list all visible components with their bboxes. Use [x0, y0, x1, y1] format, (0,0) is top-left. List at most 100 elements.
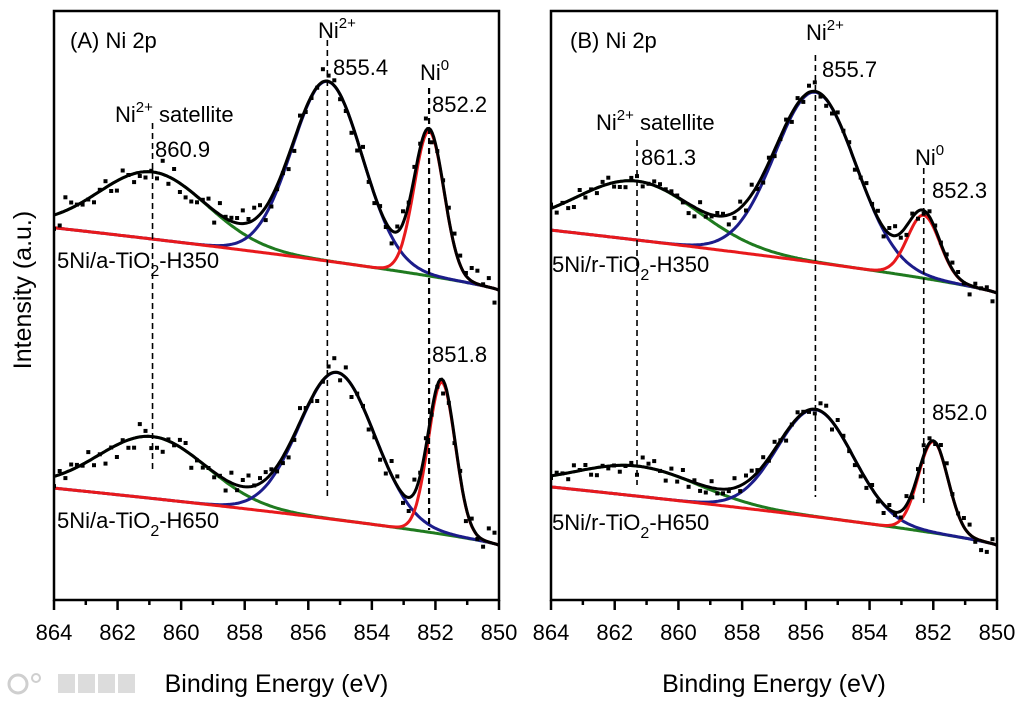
peak-position-label: 852.2: [432, 92, 487, 117]
x-tick-label: 858: [226, 620, 263, 645]
data-point: [686, 484, 691, 489]
fit-envelope: [54, 79, 499, 292]
data-point: [904, 494, 909, 499]
data-point: [984, 549, 989, 554]
data-point: [149, 446, 154, 451]
x-tick-label: 860: [660, 620, 697, 645]
data-point: [852, 463, 857, 468]
data-point: [967, 292, 972, 297]
x-tick-label: 856: [787, 620, 824, 645]
x-axis-label: Binding Energy (eV): [662, 670, 886, 698]
data-point: [973, 281, 978, 286]
data-point: [240, 208, 245, 213]
data-point: [927, 209, 932, 214]
data-point: [973, 539, 978, 544]
data-point: [332, 78, 337, 83]
data-point: [784, 117, 789, 122]
data-point: [898, 515, 903, 520]
data-point: [69, 200, 74, 205]
data-point: [944, 461, 949, 466]
data-point: [749, 468, 754, 473]
data-point: [830, 111, 834, 116]
data-point: [594, 473, 599, 478]
data-point: [235, 216, 240, 220]
data-point: [755, 468, 760, 473]
data-point: [726, 489, 731, 494]
data-point: [315, 399, 320, 403]
x-tick-label: 860: [163, 620, 200, 645]
data-point: [950, 260, 955, 265]
data-point: [155, 176, 159, 181]
data-point: [910, 495, 915, 500]
data-point: [366, 427, 371, 432]
species-label: Ni2+: [318, 15, 356, 43]
data-point: [423, 116, 428, 121]
data-point: [223, 488, 228, 493]
data-point: [766, 155, 771, 160]
data-point: [761, 180, 766, 185]
data-point: [212, 475, 217, 480]
data-point: [738, 489, 743, 494]
peak-position-label: 852.0: [932, 400, 987, 425]
data-point: [183, 195, 188, 200]
data-point: [830, 427, 834, 432]
data-point: [984, 285, 989, 290]
fit-envelope: [54, 370, 499, 547]
data-point: [927, 436, 932, 441]
data-point: [114, 455, 119, 459]
data-point: [463, 271, 468, 275]
data-point: [755, 186, 760, 191]
data-point: [343, 365, 348, 370]
data-point: [63, 476, 68, 481]
x-tick-label: 856: [290, 620, 327, 645]
data-point: [240, 478, 245, 482]
x-tick-label: 852: [915, 620, 952, 645]
data-point: [401, 209, 405, 214]
data-point: [732, 476, 737, 481]
data-point: [807, 83, 811, 88]
data-point: [583, 195, 588, 200]
data-point: [80, 202, 85, 207]
data-point: [177, 190, 182, 194]
data-point: [921, 443, 926, 448]
data-point: [875, 499, 880, 504]
data-point: [698, 488, 703, 493]
data-point: [74, 462, 79, 467]
data-point: [252, 205, 257, 210]
data-point: [246, 473, 251, 478]
data-point: [818, 94, 823, 99]
data-point: [772, 439, 777, 444]
x-tick-label: 864: [36, 620, 73, 645]
data-point: [246, 217, 251, 221]
data-point: [835, 110, 840, 115]
data-point: [212, 220, 217, 225]
data-point: [938, 443, 943, 447]
data-point: [475, 268, 480, 273]
data-point: [286, 455, 291, 460]
data-point: [807, 409, 811, 414]
data-point: [698, 200, 703, 205]
x-tick-label: 862: [596, 620, 633, 645]
x-tick-label: 858: [724, 620, 761, 645]
data-point: [887, 503, 892, 507]
data-point: [263, 470, 268, 475]
data-point: [349, 395, 354, 399]
data-point: [103, 461, 108, 466]
sample-label: 5Ni/a-TiO2-H650: [57, 508, 219, 540]
data-point: [910, 211, 915, 216]
x-tick-label: 854: [851, 620, 888, 645]
species-label: Ni2+: [806, 17, 844, 45]
data-point: [452, 231, 457, 236]
data-point: [132, 445, 137, 450]
data-point: [606, 175, 611, 180]
data-point: [189, 465, 194, 470]
x-tick-label: 864: [533, 620, 570, 645]
data-point: [812, 411, 817, 416]
data-point: [600, 179, 605, 184]
data-point: [120, 438, 125, 443]
data-point: [646, 461, 651, 466]
data-point: [554, 470, 559, 475]
data-point: [412, 477, 417, 482]
data-point: [492, 300, 497, 305]
x-tick-label: 852: [417, 620, 454, 645]
